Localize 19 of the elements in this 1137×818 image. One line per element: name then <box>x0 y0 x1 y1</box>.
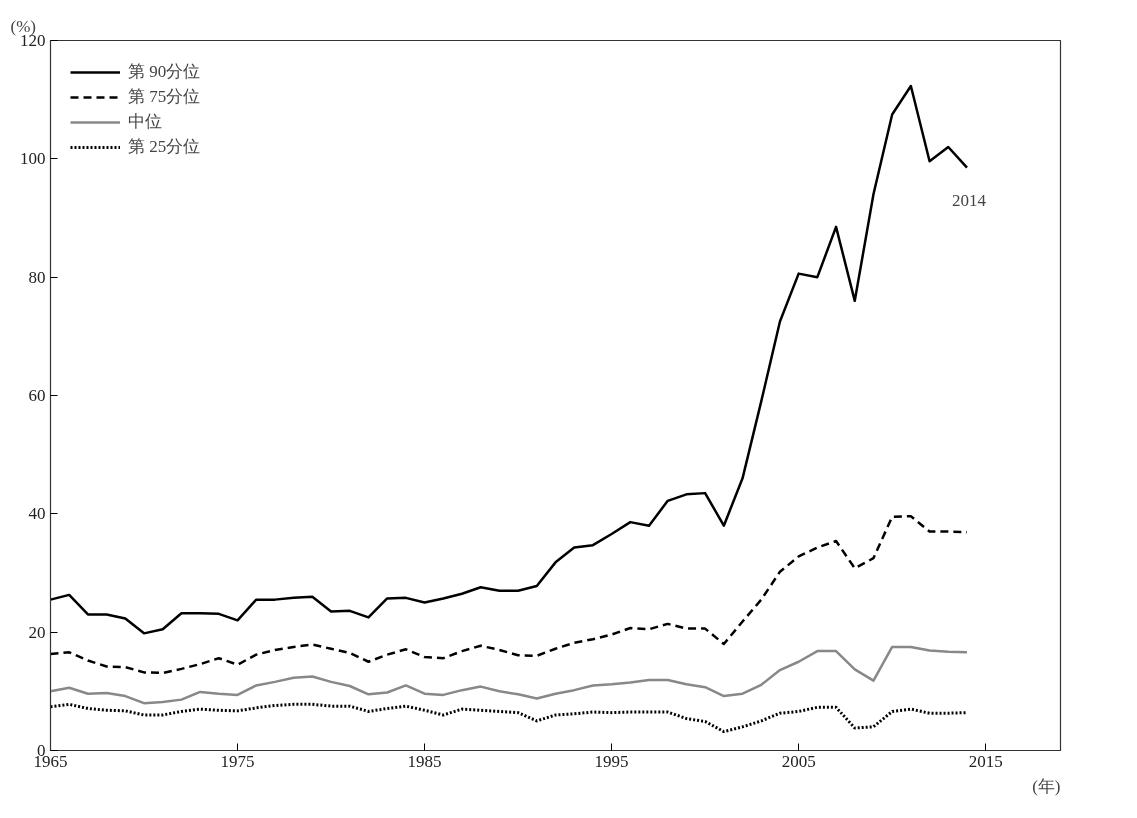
x-tick-label: 2005 <box>781 751 816 771</box>
y-tick-label: 100 <box>20 149 46 169</box>
x-axis-title: (年) <box>1032 776 1061 796</box>
x-tick-label: 1975 <box>220 751 255 771</box>
x-tick-label: 2015 <box>968 751 1003 771</box>
y-tick-label: 60 <box>28 386 46 405</box>
annotation: 2014 <box>951 190 987 210</box>
y-tick-label: 40 <box>28 504 46 524</box>
legend-label: 中位 <box>128 111 162 133</box>
x-tick-label: 1995 <box>594 751 629 771</box>
legend-label: 第 75分位 <box>128 86 201 108</box>
line-series <box>50 702 969 734</box>
line-series <box>50 645 969 705</box>
legend-label: 第 25分位 <box>128 136 201 158</box>
legend-label: 第 90分位 <box>128 61 201 83</box>
y-tick-label: 20 <box>28 622 46 642</box>
y-tick-label: 80 <box>28 267 46 287</box>
x-tick-label: 1985 <box>407 751 442 771</box>
line-series <box>50 514 969 675</box>
